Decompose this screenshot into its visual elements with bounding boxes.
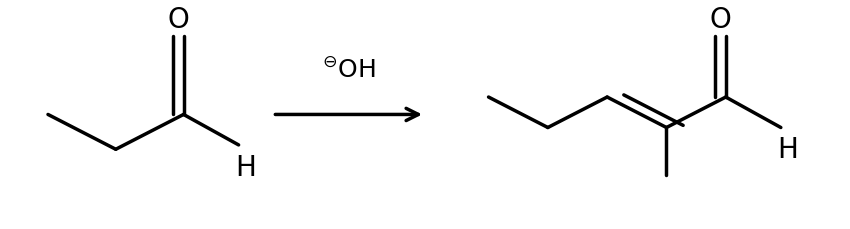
- Text: H: H: [235, 154, 256, 182]
- Text: O: O: [710, 6, 732, 34]
- Text: H: H: [777, 136, 798, 164]
- Text: O: O: [167, 6, 190, 34]
- Text: $^{\ominus}$OH: $^{\ominus}$OH: [322, 57, 376, 82]
